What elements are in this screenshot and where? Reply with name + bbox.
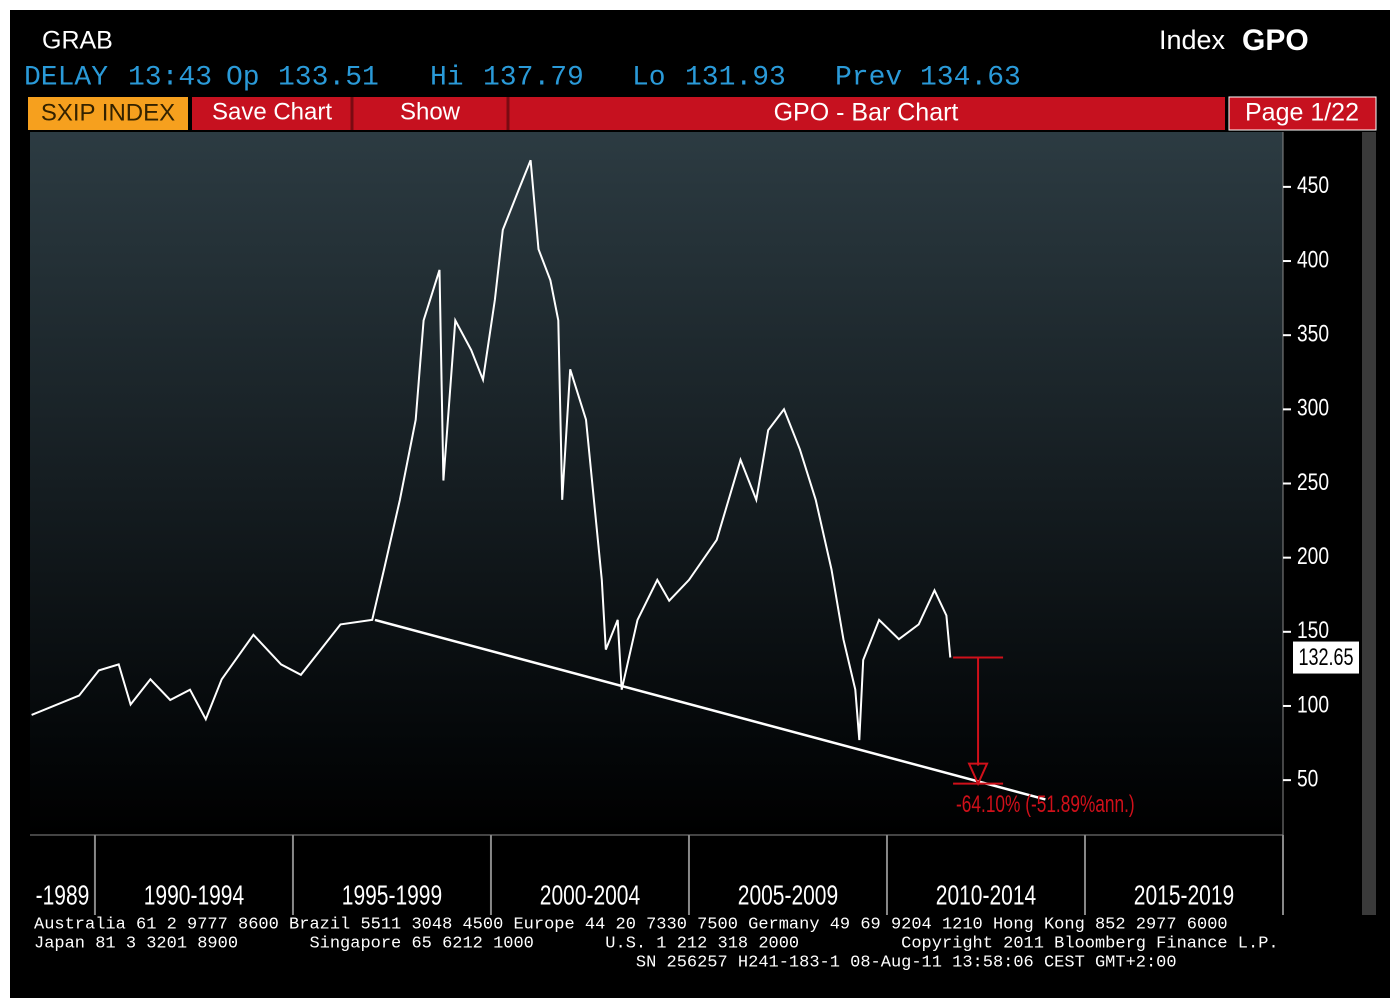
- plot-area: [30, 132, 1283, 835]
- ticker: GPO: [1242, 24, 1309, 57]
- y-tick-label: 450: [1297, 171, 1329, 199]
- quote-label: Lo: [632, 62, 666, 93]
- quote-value: 133.51: [278, 62, 379, 93]
- quotes: DELAY 13:43 Op 133.51 Hi 137.79 Lo 131.93 Prev 13…: [24, 62, 1021, 93]
- y-tick-label: 100: [1297, 690, 1329, 718]
- last-value-label: 132.65: [1298, 645, 1353, 671]
- quote-value: 137.79: [483, 62, 584, 93]
- quote-value: 134.63: [920, 62, 1021, 93]
- market: Index: [1159, 25, 1226, 55]
- x-period-label: 2005-2009: [738, 881, 838, 912]
- footer-line: SN 256257 H241-183-1 08-Aug-11 13:58:06 …: [34, 953, 1177, 972]
- quote-label: DELAY: [24, 62, 108, 93]
- scrollbar[interactable]: [1362, 132, 1376, 915]
- y-tick-label: 250: [1297, 468, 1329, 496]
- quote-value: 13:43: [128, 62, 212, 93]
- last-value-box: [1293, 641, 1359, 674]
- x-period-label: 1990-1994: [144, 881, 245, 912]
- page-button[interactable]: [1228, 96, 1377, 131]
- quote-label: Hi: [430, 62, 464, 93]
- quote-label: Prev: [835, 62, 902, 93]
- arrow-head: [967, 762, 989, 787]
- y-tick-label: 400: [1297, 245, 1329, 273]
- y-tick-label: 50: [1297, 764, 1318, 792]
- y-tick-label: 150: [1297, 616, 1329, 644]
- footer-line: Australia 61 2 9777 8600 Brazil 5511 304…: [34, 915, 1228, 934]
- button-label: Save Chart: [212, 98, 332, 125]
- y-tick-label: 300: [1297, 394, 1329, 422]
- chart-title: GPO - Bar Chart: [774, 99, 959, 127]
- toolbar: [192, 97, 1225, 130]
- security: SXIP INDEX: [41, 99, 175, 126]
- x-period-label: 2000-2004: [540, 881, 641, 912]
- y-tick-label: 350: [1297, 319, 1329, 347]
- footer: Australia 61 2 9777 8600 Brazil 5511 304…: [34, 915, 1279, 972]
- quote-label: Op: [226, 62, 260, 93]
- x-period-label: -1989: [36, 881, 90, 912]
- trendline: [374, 618, 1046, 801]
- function: GRAB: [42, 27, 113, 55]
- security-tab[interactable]: [28, 97, 188, 130]
- quote-value: 131.93: [685, 62, 786, 93]
- x-period-label: 2010-2014: [936, 881, 1037, 912]
- price-line: [31, 159, 952, 741]
- y-tick-label: 200: [1297, 542, 1329, 570]
- annotation-text: -64.10% (-51.89%ann.): [956, 791, 1135, 817]
- x-period-label: 1995-1999: [342, 881, 442, 912]
- footer-line: Japan 81 3 3201 8900 Singapore 65 6212 1…: [34, 934, 1279, 953]
- page: Page 1/22: [1245, 99, 1359, 127]
- button-label: Show: [400, 98, 461, 125]
- x-period-label: 2015-2019: [1134, 881, 1234, 912]
